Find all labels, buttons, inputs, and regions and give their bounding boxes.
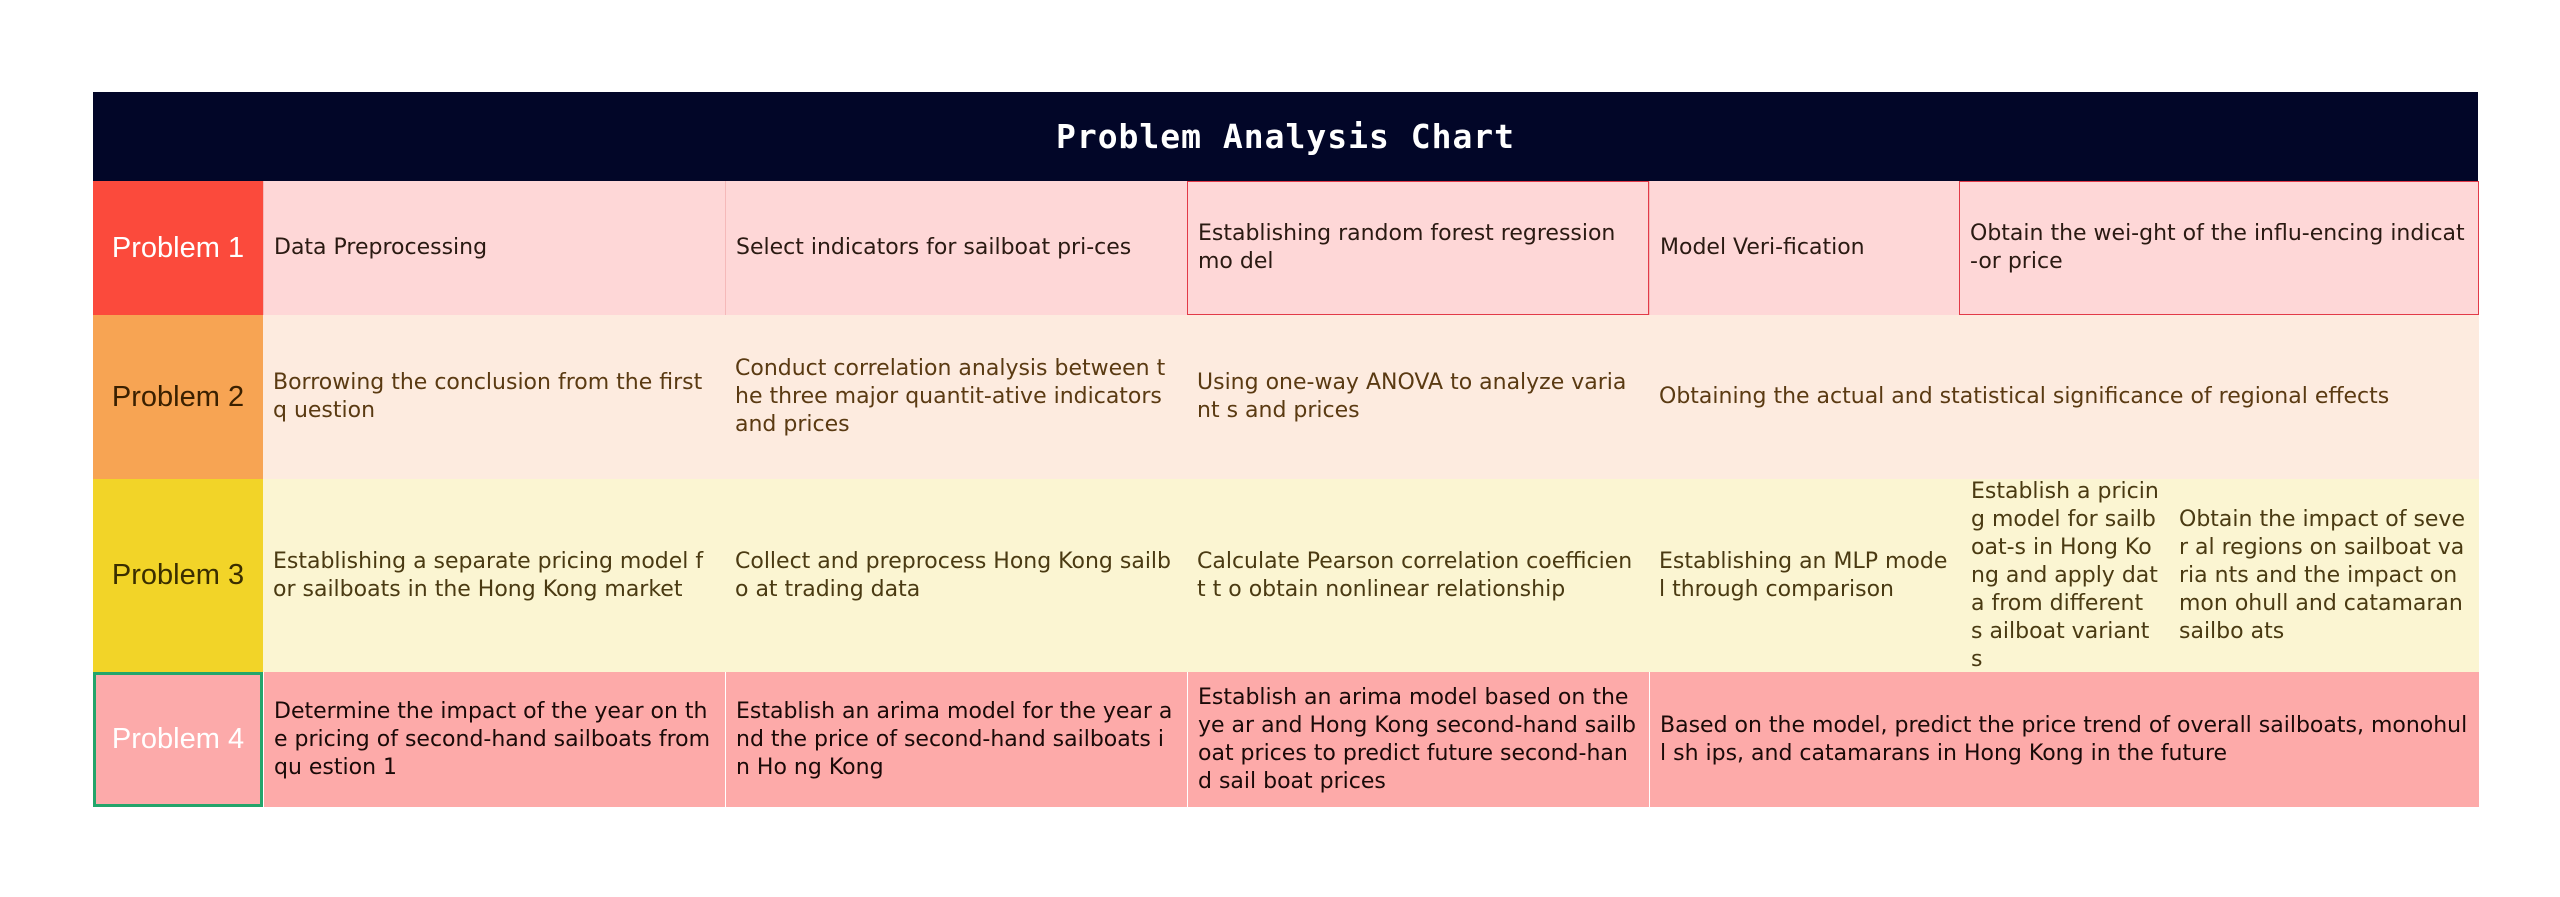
table-cell: Obtain the impact of sever al regions on… xyxy=(2169,479,2479,672)
problem-row-1: Problem 1 Data Preprocessing Select indi… xyxy=(93,181,2479,315)
table-cell: Establishing a separate pricing model fo… xyxy=(263,479,725,672)
table-cell: Data Preprocessing xyxy=(263,181,725,315)
table-cell: Establish an arima model for the year an… xyxy=(725,672,1187,807)
table-cell: Model Veri-fication xyxy=(1649,181,1959,315)
row-label: Problem 3 xyxy=(93,479,263,672)
table-cell: Obtain the wei-ght of the influ-encing i… xyxy=(1959,181,2479,315)
table-cell: Calculate Pearson correlation coefficien… xyxy=(1187,479,1649,672)
table-cell: Obtaining the actual and statistical sig… xyxy=(1649,315,2479,479)
table-cell: Establish a pricin g model for sailb oat… xyxy=(1959,479,2169,672)
table-cell: Establishing an MLP model through compar… xyxy=(1649,479,1959,672)
table-cell: Establishing random forest regression mo… xyxy=(1187,181,1649,315)
problem-row-2: Problem 2 Borrowing the conclusion from … xyxy=(93,315,2479,479)
table-cell: Determine the impact of the year on the … xyxy=(263,672,725,807)
row-label: Problem 2 xyxy=(93,315,263,479)
table-cell: Based on the model, predict the price tr… xyxy=(1649,672,2479,807)
table-cell: Select indicators for sailboat pri-ces xyxy=(725,181,1187,315)
table-cell: Using one-way ANOVA to analyze variant s… xyxy=(1187,315,1649,479)
row-label: Problem 4 xyxy=(93,672,263,807)
problem-analysis-chart: Problem Analysis Chart Problem 1 Data Pr… xyxy=(93,92,2479,807)
table-cell: Borrowing the conclusion from the first … xyxy=(263,315,725,479)
problem-row-3: Problem 3 Establishing a separate pricin… xyxy=(93,479,2479,672)
row-label: Problem 1 xyxy=(93,181,263,315)
table-cell: Collect and preprocess Hong Kong sailbo … xyxy=(725,479,1187,672)
table-cell: Conduct correlation analysis between the… xyxy=(725,315,1187,479)
chart-title: Problem Analysis Chart xyxy=(93,92,2478,181)
table-cell: Establish an arima model based on the ye… xyxy=(1187,672,1649,807)
problem-row-4: Problem 4 Determine the impact of the ye… xyxy=(93,672,2479,807)
